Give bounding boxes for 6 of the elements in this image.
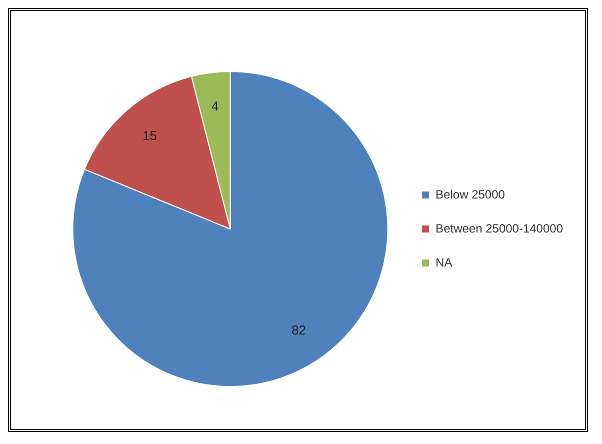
legend-label: NA <box>436 255 452 270</box>
data-label: 82 <box>291 322 306 338</box>
legend-label: Between 25000-140000 <box>436 221 564 236</box>
legend-label: Below 25000 <box>436 187 506 202</box>
data-label: 4 <box>211 98 219 114</box>
data-label: 15 <box>142 128 157 143</box>
